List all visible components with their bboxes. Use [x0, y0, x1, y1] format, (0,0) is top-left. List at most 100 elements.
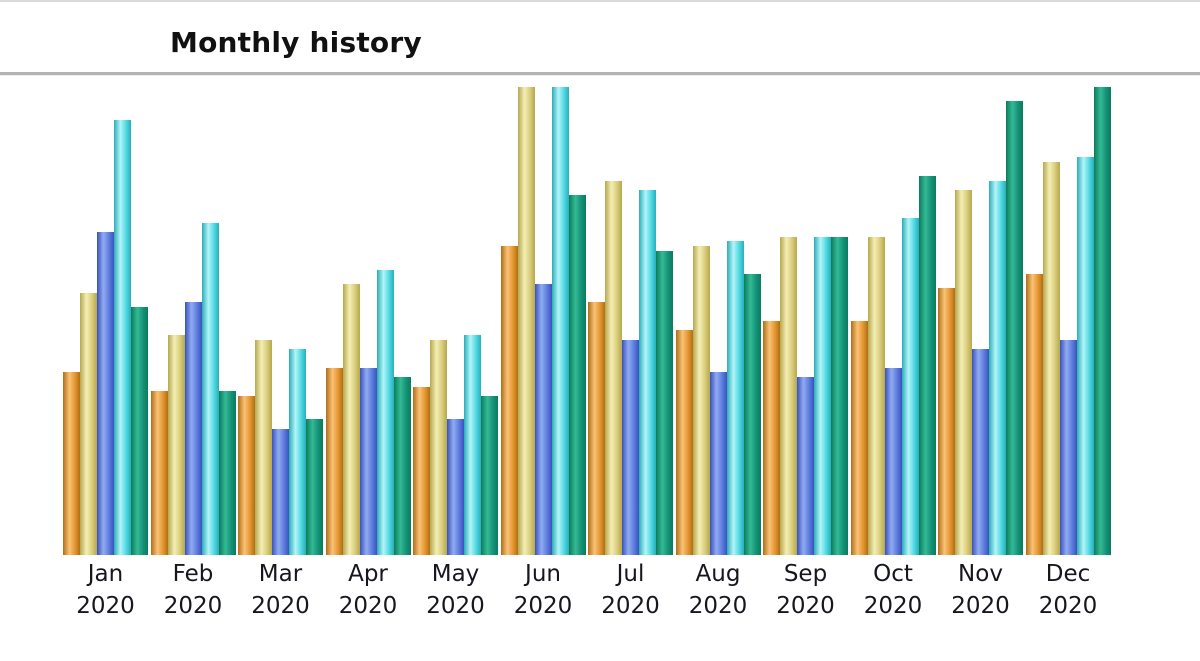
bar-group-sep — [763, 237, 848, 555]
bar-cyan-series-aug — [726, 241, 744, 555]
bar-cyan-series-sep — [814, 237, 831, 555]
x-axis-label-sep: Sep 2020 — [753, 558, 858, 622]
bar-khaki-series-oct — [867, 237, 885, 555]
x-axis-label-month: Apr — [348, 561, 388, 587]
bar-teal-series-apr — [393, 377, 411, 555]
bar-teal-series-may — [481, 396, 498, 555]
bar-blue-series-jul — [622, 340, 639, 555]
bar-blue-series-sep — [797, 377, 814, 555]
x-axis-label-month: Mar — [258, 561, 303, 587]
bar-cyan-series-oct — [901, 218, 919, 555]
x-axis-label-year: 2020 — [163, 593, 223, 619]
x-axis-label-month: Aug — [695, 561, 741, 587]
bar-cyan-series-may — [464, 335, 481, 555]
x-axis-label-month: Jan — [87, 561, 124, 587]
bar-cyan-series-feb — [201, 223, 219, 555]
x-axis-label-year: 2020 — [1038, 593, 1098, 619]
bar-group-oct — [850, 176, 936, 555]
x-axis-label-jul: Jul 2020 — [578, 558, 683, 622]
bar-khaki-series-may — [430, 340, 447, 555]
bar-orange-series-mar — [238, 396, 255, 555]
bar-khaki-series-jun — [517, 87, 535, 555]
bar-group-dec — [1025, 87, 1111, 555]
x-axis-label-month: Nov — [958, 561, 1003, 587]
bar-khaki-series-sep — [780, 237, 797, 555]
x-axis-label-year: 2020 — [951, 593, 1010, 619]
bar-group-apr — [325, 270, 411, 555]
x-axis-label-year: 2020 — [426, 593, 485, 619]
x-axis-label-apr: Apr 2020 — [316, 558, 421, 622]
bar-orange-series-oct — [850, 321, 868, 555]
bar-cyan-series-mar — [289, 349, 306, 555]
bar-cyan-series-jul — [639, 190, 656, 555]
bar-teal-series-aug — [743, 274, 761, 555]
bar-cyan-series-jun — [551, 87, 569, 555]
bar-cyan-series-nov — [989, 181, 1006, 555]
x-axis-label-month: Jun — [525, 561, 561, 587]
bar-orange-series-jan — [63, 372, 80, 555]
bar-blue-series-nov — [972, 349, 989, 555]
x-axis-label-month: Sep — [783, 561, 828, 587]
bar-orange-series-may — [413, 387, 430, 555]
bar-teal-series-nov — [1006, 101, 1023, 555]
x-axis-label-year: 2020 — [338, 593, 398, 619]
x-axis-label-year: 2020 — [601, 593, 660, 619]
bar-group-aug — [675, 241, 761, 555]
x-axis-label-year: 2020 — [688, 593, 748, 619]
x-axis-label-may: May 2020 — [403, 558, 508, 622]
bar-blue-series-mar — [272, 429, 289, 555]
x-axis-label-year: 2020 — [251, 593, 310, 619]
bar-orange-series-sep — [763, 321, 780, 555]
bar-group-may — [413, 335, 498, 555]
x-axis-label-aug: Aug 2020 — [666, 558, 771, 622]
bar-khaki-series-mar — [255, 340, 272, 555]
bar-khaki-series-aug — [692, 246, 710, 555]
bar-group-jan — [63, 120, 148, 555]
x-axis-label-month: Oct — [873, 561, 913, 587]
bar-orange-series-jul — [588, 302, 605, 555]
bar-blue-series-jun — [534, 284, 552, 555]
x-axis-label-month: Jul — [616, 561, 645, 587]
x-axis-label-year: 2020 — [513, 593, 573, 619]
bar-khaki-series-jul — [605, 181, 622, 555]
bar-khaki-series-jan — [80, 293, 97, 555]
x-axis-label-mar: Mar 2020 — [228, 558, 333, 622]
bar-khaki-series-dec — [1042, 162, 1060, 555]
bar-orange-series-nov — [938, 288, 955, 555]
bar-group-jul — [588, 181, 673, 555]
bar-khaki-series-nov — [955, 190, 972, 555]
bar-teal-series-oct — [918, 176, 936, 555]
x-axis-label-year: 2020 — [776, 593, 835, 619]
bar-teal-series-sep — [831, 237, 848, 555]
bar-teal-series-mar — [306, 419, 323, 555]
x-axis-label-jan: Jan 2020 — [53, 558, 158, 622]
x-axis-label-jun: Jun 2020 — [491, 558, 596, 622]
bar-orange-series-jun — [500, 246, 518, 555]
x-axis-label-oct: Oct 2020 — [841, 558, 946, 622]
bar-teal-series-jul — [656, 251, 673, 555]
bar-cyan-series-dec — [1076, 157, 1094, 555]
bar-teal-series-jun — [568, 195, 586, 555]
bar-teal-series-feb — [218, 391, 236, 555]
x-axis-label-nov: Nov 2020 — [928, 558, 1033, 622]
bar-orange-series-apr — [325, 368, 343, 555]
bar-blue-series-jan — [97, 232, 114, 555]
chart-title: Monthly history — [170, 26, 422, 59]
bar-group-mar — [238, 340, 323, 555]
bar-teal-series-jan — [131, 307, 148, 555]
bar-teal-series-dec — [1093, 87, 1111, 555]
bar-cyan-series-apr — [376, 270, 394, 555]
bar-blue-series-feb — [184, 302, 202, 555]
x-axis-label-year: 2020 — [863, 593, 923, 619]
bar-orange-series-aug — [675, 330, 693, 555]
bar-blue-series-dec — [1059, 340, 1077, 555]
bar-cyan-series-jan — [114, 120, 131, 555]
x-axis-label-feb: Feb 2020 — [141, 558, 246, 622]
bar-khaki-series-apr — [342, 284, 360, 555]
x-axis-label-dec: Dec 2020 — [1016, 558, 1121, 622]
bar-blue-series-aug — [709, 372, 727, 555]
x-axis-label-month: Dec — [1045, 561, 1091, 587]
x-axis-label-month: Feb — [172, 561, 214, 587]
